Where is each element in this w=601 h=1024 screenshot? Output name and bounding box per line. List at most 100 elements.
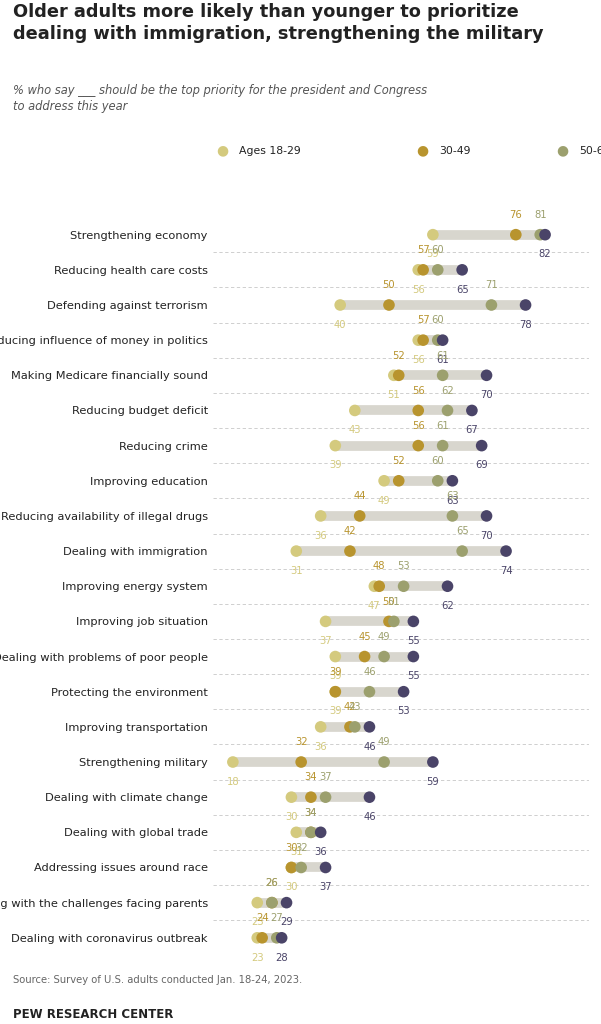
- Point: [482, 508, 492, 524]
- Text: 26: 26: [266, 878, 278, 888]
- Point: [287, 788, 296, 805]
- Text: 43: 43: [349, 702, 361, 712]
- Text: 53: 53: [397, 707, 410, 717]
- Point: [443, 402, 453, 419]
- Point: [267, 894, 276, 910]
- Text: 60: 60: [432, 245, 444, 255]
- Point: [379, 754, 389, 770]
- Point: [413, 437, 423, 454]
- Point: [448, 508, 457, 524]
- Text: 34: 34: [305, 808, 317, 817]
- Text: 61: 61: [436, 350, 449, 360]
- Text: 37: 37: [319, 883, 332, 892]
- Text: 55: 55: [407, 672, 419, 681]
- Point: [428, 754, 438, 770]
- Text: % who say ___ should be the top priority for the president and Congress
to addre: % who say ___ should be the top priority…: [13, 84, 427, 113]
- Point: [457, 262, 467, 279]
- Text: ●: ●: [216, 143, 228, 158]
- Point: [350, 719, 359, 735]
- Point: [287, 859, 296, 876]
- Point: [384, 297, 394, 313]
- Point: [296, 754, 306, 770]
- Point: [350, 402, 359, 419]
- Point: [345, 719, 355, 735]
- Text: ●: ●: [416, 143, 429, 158]
- Point: [379, 473, 389, 489]
- Point: [540, 226, 550, 243]
- Text: 36: 36: [314, 741, 327, 752]
- Text: 70: 70: [480, 390, 493, 400]
- Text: 30: 30: [285, 812, 297, 822]
- Point: [409, 613, 418, 630]
- Text: 36: 36: [314, 847, 327, 857]
- Point: [501, 543, 511, 559]
- Text: 52: 52: [392, 456, 405, 466]
- Text: 56: 56: [412, 355, 425, 365]
- Text: 45: 45: [358, 632, 371, 642]
- Text: 55: 55: [407, 636, 419, 646]
- Point: [277, 930, 287, 946]
- Point: [370, 578, 379, 594]
- Text: 62: 62: [441, 386, 454, 395]
- Text: 56: 56: [412, 386, 425, 395]
- Point: [379, 648, 389, 665]
- Text: 50: 50: [383, 597, 395, 606]
- Text: 42: 42: [344, 526, 356, 537]
- Text: 60: 60: [432, 456, 444, 466]
- Text: 71: 71: [485, 281, 498, 290]
- Point: [287, 859, 296, 876]
- Point: [399, 578, 409, 594]
- Point: [487, 297, 496, 313]
- Point: [282, 894, 291, 910]
- Text: 56: 56: [412, 421, 425, 431]
- Text: 49: 49: [378, 632, 391, 642]
- Text: 69: 69: [475, 461, 488, 470]
- Text: Ages 18-29: Ages 18-29: [239, 145, 301, 156]
- Text: 61: 61: [436, 355, 449, 365]
- Point: [399, 683, 409, 699]
- Point: [306, 788, 316, 805]
- Text: 74: 74: [500, 566, 513, 575]
- Text: 23: 23: [251, 918, 264, 928]
- Point: [433, 262, 442, 279]
- Point: [335, 297, 345, 313]
- Text: 57: 57: [416, 245, 430, 255]
- Point: [438, 437, 447, 454]
- Point: [331, 683, 340, 699]
- Point: [374, 578, 384, 594]
- Text: 39: 39: [329, 461, 341, 470]
- Point: [418, 262, 428, 279]
- Point: [257, 930, 267, 946]
- Point: [252, 894, 262, 910]
- Point: [316, 719, 326, 735]
- Point: [394, 368, 403, 384]
- Text: 49: 49: [378, 496, 391, 506]
- Point: [331, 683, 340, 699]
- Point: [267, 894, 276, 910]
- Text: 46: 46: [363, 741, 376, 752]
- Text: 52: 52: [392, 350, 405, 360]
- Point: [413, 332, 423, 348]
- Point: [443, 578, 453, 594]
- Text: 37: 37: [319, 636, 332, 646]
- Text: 37: 37: [319, 772, 332, 782]
- Point: [272, 930, 282, 946]
- Point: [520, 297, 530, 313]
- Point: [482, 368, 492, 384]
- Text: 30: 30: [285, 883, 297, 892]
- Point: [306, 824, 316, 841]
- Point: [306, 824, 316, 841]
- Text: 34: 34: [305, 772, 317, 782]
- Text: 29: 29: [280, 918, 293, 928]
- Text: 50: 50: [383, 281, 395, 290]
- Text: 51: 51: [388, 390, 400, 400]
- Text: 32: 32: [295, 737, 308, 748]
- Text: ●: ●: [557, 143, 569, 158]
- Point: [316, 824, 326, 841]
- Text: 78: 78: [519, 319, 532, 330]
- Text: 62: 62: [441, 601, 454, 611]
- Text: 47: 47: [368, 601, 380, 611]
- Text: 70: 70: [480, 530, 493, 541]
- Point: [438, 368, 447, 384]
- Point: [433, 332, 442, 348]
